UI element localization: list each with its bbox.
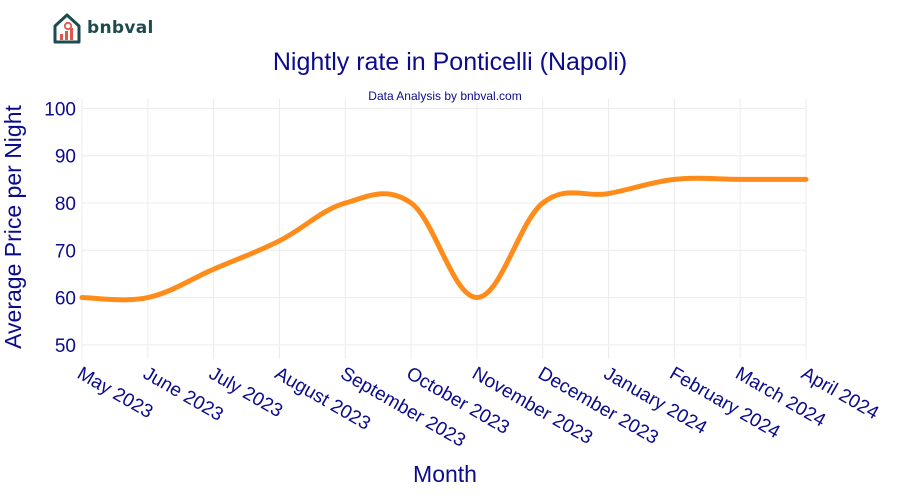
y-tick-label: 50 [55, 336, 76, 357]
chart-subtitle: Data Analysis by bnbval.com [368, 89, 521, 103]
y-axis-ticks: 50 60 70 80 90 100 [44, 99, 76, 356]
x-tick-label: February 2024 [666, 363, 784, 443]
brand-logo: bnbval [52, 12, 154, 44]
y-tick-label: 80 [55, 194, 76, 215]
gridlines [81, 99, 807, 359]
x-axis-label: Month [413, 461, 477, 487]
house-chart-icon [53, 13, 81, 44]
y-tick-label: 100 [44, 99, 76, 120]
y-tick-label: 90 [55, 147, 76, 168]
chart-title: Nightly rate in Ponticelli (Napoli) [273, 48, 627, 76]
series-line [79, 175, 809, 303]
y-tick-label: 60 [55, 289, 76, 310]
y-tick-label: 70 [55, 241, 76, 262]
brand-name: bnbval [87, 18, 154, 38]
y-axis-label: Average Price per Night [0, 105, 26, 349]
